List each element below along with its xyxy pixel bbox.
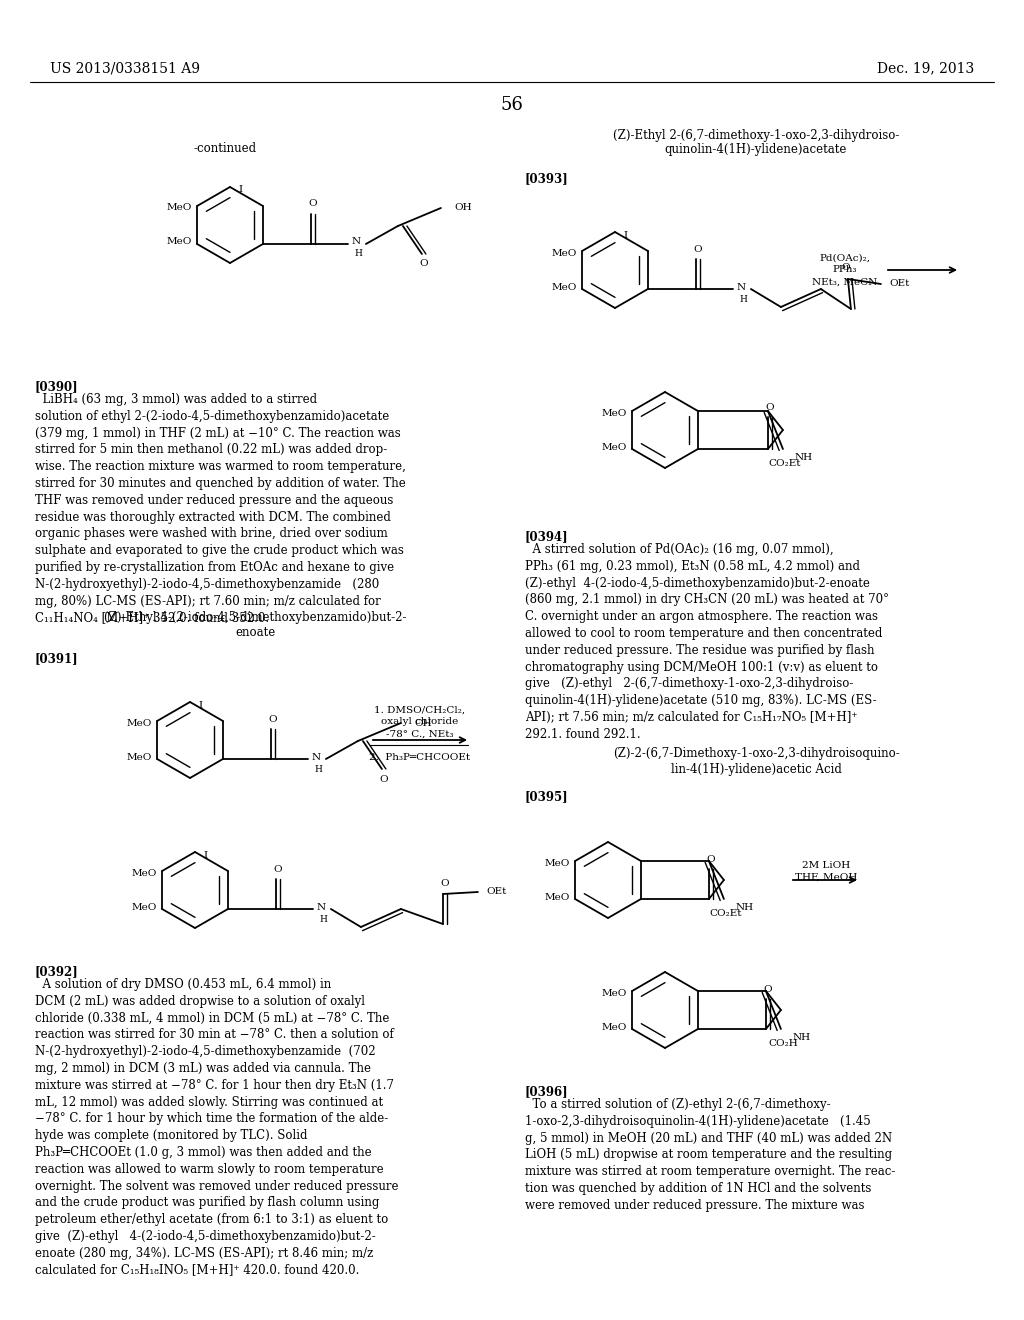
Text: NH: NH <box>795 453 813 462</box>
Text: O: O <box>764 985 772 994</box>
Text: 1. DMSO/CH₂Cl₂,: 1. DMSO/CH₂Cl₂, <box>375 705 466 714</box>
Text: [0391]: [0391] <box>35 652 79 665</box>
Text: MeO: MeO <box>552 282 578 292</box>
Text: OEt: OEt <box>486 887 506 896</box>
Text: N: N <box>736 282 745 292</box>
Text: lin-4(1H)-ylidene)acetic Acid: lin-4(1H)-ylidene)acetic Acid <box>671 763 842 776</box>
Text: O: O <box>707 854 715 863</box>
Text: N: N <box>316 903 326 912</box>
Text: (Z)-Ethyl 4-(2-iodo-4,5-dimethoxybenzamido)but-2-: (Z)-Ethyl 4-(2-iodo-4,5-dimethoxybenzami… <box>103 610 407 623</box>
Text: MeO: MeO <box>602 1023 627 1031</box>
Text: H: H <box>354 249 361 259</box>
Text: OH: OH <box>414 718 431 727</box>
Text: N: N <box>351 238 360 247</box>
Text: OH: OH <box>454 203 471 213</box>
Text: O: O <box>420 260 428 268</box>
Text: NH: NH <box>793 1032 811 1041</box>
Text: CO₂H: CO₂H <box>768 1039 798 1048</box>
Text: enoate: enoate <box>234 626 275 639</box>
Text: 56: 56 <box>501 96 523 114</box>
Text: [0394]: [0394] <box>525 531 568 543</box>
Text: H: H <box>314 764 322 774</box>
Text: O: O <box>308 199 317 209</box>
Text: OEt: OEt <box>889 280 909 289</box>
Text: MeO: MeO <box>545 892 570 902</box>
Text: O: O <box>693 244 702 253</box>
Text: (Z)-2-(6,7-Dimethoxy-1-oxo-2,3-dihydroisoquino-: (Z)-2-(6,7-Dimethoxy-1-oxo-2,3-dihydrois… <box>612 747 899 760</box>
Text: NEt₃, MeCN: NEt₃, MeCN <box>812 277 878 286</box>
Text: [0395]: [0395] <box>525 789 568 803</box>
Text: MeO: MeO <box>167 238 193 247</box>
Text: O: O <box>766 403 774 412</box>
Text: US 2013/0338151 A9: US 2013/0338151 A9 <box>50 61 200 75</box>
Text: MeO: MeO <box>602 989 627 998</box>
Text: oxalyl chloride: oxalyl chloride <box>381 718 459 726</box>
Text: H: H <box>318 915 327 924</box>
Text: THF, MeOH: THF, MeOH <box>795 873 857 882</box>
Text: O: O <box>273 865 283 874</box>
Text: CO₂Et: CO₂Et <box>769 458 801 467</box>
Text: N: N <box>311 752 321 762</box>
Text: LiBH₄ (63 mg, 3 mmol) was added to a stirred
solution of ethyl 2-(2-iodo-4,5-dim: LiBH₄ (63 mg, 3 mmol) was added to a sti… <box>35 393 406 624</box>
Text: A stirred solution of Pd(OAc)₂ (16 mg, 0.07 mmol),
PPh₃ (61 mg, 0.23 mmol), Et₃N: A stirred solution of Pd(OAc)₂ (16 mg, 0… <box>525 543 889 741</box>
Text: PPh₃: PPh₃ <box>833 265 857 275</box>
Text: -78° C., NEt₃: -78° C., NEt₃ <box>386 730 454 738</box>
Text: NH: NH <box>736 903 754 912</box>
Text: H: H <box>739 294 746 304</box>
Text: MeO: MeO <box>132 869 157 878</box>
Text: O: O <box>268 714 278 723</box>
Text: MeO: MeO <box>602 442 627 451</box>
Text: 2.  Ph₃P═CHCOOEt: 2. Ph₃P═CHCOOEt <box>370 752 471 762</box>
Text: -continued: -continued <box>194 141 257 154</box>
Text: I: I <box>198 701 202 710</box>
Text: [0393]: [0393] <box>525 172 568 185</box>
Text: MeO: MeO <box>132 903 157 912</box>
Text: MeO: MeO <box>552 248 578 257</box>
Text: quinolin-4(1H)-ylidene)acetate: quinolin-4(1H)-ylidene)acetate <box>665 144 847 157</box>
Text: (Z)-Ethyl 2-(6,7-dimethoxy-1-oxo-2,3-dihydroiso-: (Z)-Ethyl 2-(6,7-dimethoxy-1-oxo-2,3-dih… <box>612 128 899 141</box>
Text: O: O <box>440 879 450 888</box>
Text: 2M LiOH: 2M LiOH <box>802 862 850 870</box>
Text: [0396]: [0396] <box>525 1085 568 1098</box>
Text: [0392]: [0392] <box>35 965 79 978</box>
Text: I: I <box>203 850 207 859</box>
Text: To a stirred solution of (Z)-ethyl 2-(6,7-dimethoxy-
1-oxo-2,3-dihydroisoquinoli: To a stirred solution of (Z)-ethyl 2-(6,… <box>525 1098 895 1212</box>
Text: MeO: MeO <box>602 408 627 417</box>
Text: MeO: MeO <box>545 858 570 867</box>
Text: I: I <box>238 185 242 194</box>
Text: CO₂Et: CO₂Et <box>710 908 742 917</box>
Text: MeO: MeO <box>127 718 153 727</box>
Text: A solution of dry DMSO (0.453 mL, 6.4 mmol) in
DCM (2 mL) was added dropwise to : A solution of dry DMSO (0.453 mL, 6.4 mm… <box>35 978 398 1276</box>
Text: MeO: MeO <box>167 203 193 213</box>
Text: MeO: MeO <box>127 752 153 762</box>
Text: O: O <box>380 775 388 784</box>
Text: I: I <box>623 231 627 239</box>
Text: [0390]: [0390] <box>35 380 79 393</box>
Text: O: O <box>842 263 850 272</box>
Text: Pd(OAc)₂,: Pd(OAc)₂, <box>819 253 870 263</box>
Text: Dec. 19, 2013: Dec. 19, 2013 <box>877 61 974 75</box>
